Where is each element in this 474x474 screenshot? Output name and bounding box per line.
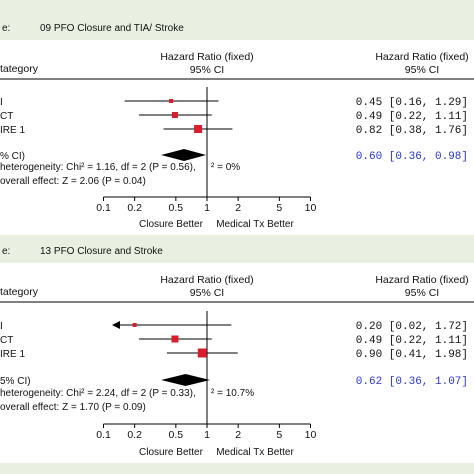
hr-header-right: Hazard Ratio (fixed) (375, 51, 468, 63)
study-label: CT (0, 335, 13, 346)
x-tick-label: 0.1 (96, 202, 111, 214)
comparison-label: e: (2, 23, 10, 34)
x-tick-label: 10 (305, 429, 317, 441)
x-tick-label: 1 (204, 202, 210, 214)
study-estimate: 0.20 [0.02, 1.72] (356, 321, 468, 333)
overall-effect-text: overall effect: Z = 1.70 (P = 0.09) (0, 402, 146, 413)
study-label: IRE 1 (0, 349, 25, 360)
study-estimate: 0.49 [0.22, 1.11] (356, 111, 468, 123)
ci-header-right: 95% CI (405, 64, 439, 76)
ci-header-left: 95% CI (190, 287, 224, 299)
pooled-label: 5% CI) (0, 376, 31, 387)
pooled-label: % CI) (0, 151, 25, 162)
heterogeneity-text: heterogeneity: Chi² = 1.16, df = 2 (P = … (0, 162, 196, 173)
hr-header-left: Hazard Ratio (fixed) (160, 51, 253, 63)
study-estimate: 0.49 [0.22, 1.11] (356, 335, 468, 347)
x-tick-label: 0.2 (127, 202, 142, 214)
favours-right-label: Medical Tx Better (216, 447, 294, 458)
hr-header-right: Hazard Ratio (fixed) (375, 274, 468, 286)
favours-right-label: Medical Tx Better (216, 219, 294, 230)
study-marker (171, 112, 178, 118)
study-marker (132, 323, 137, 327)
ci-header-right: 95% CI (405, 287, 439, 299)
study-label: I (0, 321, 3, 332)
ci-arrow-left (112, 321, 120, 329)
heterogeneity-i2: ² = 10.7% (211, 388, 254, 399)
pooled-diamond (161, 374, 211, 386)
x-tick-label: 2 (235, 429, 241, 441)
study-label: IRE 1 (0, 125, 25, 136)
overall-effect-text: overall effect: Z = 2.06 (P = 0.04) (0, 176, 146, 187)
heterogeneity-text: heterogeneity: Chi² = 2.24, df = 2 (P = … (0, 388, 196, 399)
x-tick-label: 0.2 (127, 429, 142, 441)
x-tick-label: 5 (276, 429, 282, 441)
category-header: tategory (0, 63, 39, 75)
study-marker (169, 99, 174, 103)
panel-background (0, 40, 474, 235)
pooled-estimate: 0.62 [0.36, 1.07] (356, 376, 468, 388)
x-tick-label: 5 (276, 202, 282, 214)
heterogeneity-i2: ² = 0% (211, 162, 240, 173)
favours-left-label: Closure Better (139, 447, 204, 458)
hr-header-left: Hazard Ratio (fixed) (160, 274, 253, 286)
title-band (0, 17, 474, 37)
study-label: I (0, 97, 3, 108)
study-marker (171, 335, 179, 343)
study-estimate: 0.82 [0.38, 1.76] (356, 125, 468, 137)
study-marker (197, 348, 207, 358)
pooled-diamond (161, 149, 207, 161)
x-tick-label: 10 (305, 202, 317, 214)
comparison-title: 09 PFO Closure and TIA/ Stroke (40, 23, 184, 34)
x-tick-label: 0.5 (169, 202, 184, 214)
study-marker (194, 125, 203, 133)
title-band (0, 240, 474, 260)
favours-left-label: Closure Better (139, 219, 204, 230)
ci-header-left: 95% CI (190, 64, 224, 76)
panel-background (0, 263, 474, 463)
study-estimate: 0.90 [0.41, 1.98] (356, 349, 468, 361)
study-estimate: 0.45 [0.16, 1.29] (356, 97, 468, 109)
pooled-estimate: 0.60 [0.36, 0.98] (356, 151, 468, 163)
x-tick-label: 0.1 (96, 429, 111, 441)
x-tick-label: 0.5 (169, 429, 184, 441)
comparison-title: 13 PFO Closure and Stroke (40, 246, 163, 257)
x-tick-label: 1 (204, 429, 210, 441)
comparison-label: e: (2, 246, 10, 257)
category-header: tategory (0, 286, 39, 298)
study-label: CT (0, 111, 13, 122)
x-tick-label: 2 (235, 202, 241, 214)
